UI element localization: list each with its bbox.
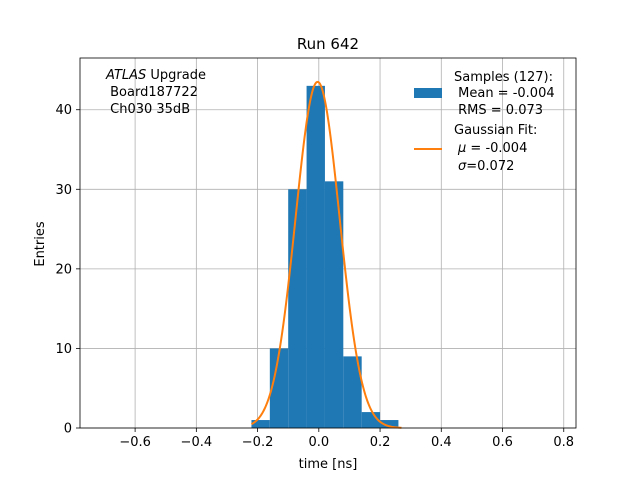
x-tick-label: −0.4 [181, 435, 213, 450]
legend-sigma-symbol: σ [458, 159, 467, 174]
legend-sigma-value: =0.072 [466, 159, 514, 174]
x-tick-label: −0.2 [242, 435, 274, 450]
histogram-bars [251, 85, 399, 429]
gaussian-fit [250, 80, 402, 429]
gaussian-fit-curve [250, 80, 402, 429]
chart-title: Run 642 [297, 35, 359, 53]
x-tick-label: −0.6 [119, 435, 151, 450]
experiment-annotation: ATLAS Upgrade Board187722 Ch030 35dB [105, 68, 206, 117]
legend-swatch-samples [414, 88, 442, 98]
x-tick-label: 0.6 [492, 435, 513, 450]
histogram-bar [343, 356, 362, 428]
y-tick-label: 10 [55, 342, 72, 357]
legend-samples-mean: Mean = -0.004 [454, 86, 555, 101]
y-axis-ticks: 0 10 20 30 40 [55, 103, 80, 437]
legend-fit-sigma: σ=0.072 [458, 159, 514, 174]
y-tick-label: 0 [64, 422, 72, 437]
annotation-line-2: Board187722 [106, 85, 198, 100]
x-axis-ticks: −0.6 −0.4 −0.2 0.0 0.2 0.4 0.6 0.8 [119, 428, 574, 450]
histogram-bar [288, 189, 307, 428]
legend-mu-symbol: μ [457, 141, 466, 156]
x-tick-label: 0.0 [308, 435, 329, 450]
legend: Samples (127): Mean = -0.004 RMS = 0.073… [414, 70, 555, 174]
histogram-bar [306, 85, 325, 429]
annotation-line-1-rest: Upgrade [146, 68, 206, 83]
annotation-line-3: Ch030 35dB [106, 102, 190, 117]
axes-frame [79, 57, 577, 429]
y-axis-label: Entries [33, 221, 48, 267]
y-tick-label: 40 [55, 103, 72, 118]
histogram-bar [380, 420, 399, 428]
annotation-italic: ATLAS [105, 68, 146, 83]
x-axis-label: time [ns] [299, 457, 358, 472]
annotation-line-1: ATLAS Upgrade [105, 68, 206, 83]
x-tick-label: 0.4 [431, 435, 452, 450]
legend-samples-title: Samples (127): [454, 70, 553, 85]
histogram-bar [269, 348, 289, 428]
legend-mu-value: = -0.004 [466, 141, 527, 156]
histogram-bar [324, 181, 344, 428]
y-tick-label: 30 [55, 183, 72, 198]
legend-samples-rms: RMS = 0.073 [454, 103, 543, 118]
x-tick-label: 0.2 [370, 435, 391, 450]
histogram-bar [251, 420, 270, 428]
y-tick-label: 20 [55, 262, 72, 277]
legend-fit-title: Gaussian Fit: [454, 123, 537, 138]
x-tick-label: 0.8 [553, 435, 574, 450]
legend-fit-mu: μ = -0.004 [457, 141, 527, 156]
